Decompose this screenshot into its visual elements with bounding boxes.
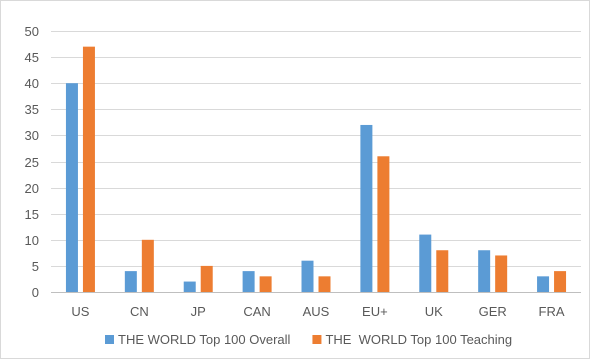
y-tick-label: 25 <box>25 155 39 170</box>
bar-ger-series-2 <box>495 255 508 292</box>
bar-eu-series-1 <box>360 124 373 293</box>
x-axis-ticks: US CN JP CAN AUS EU+ UK GER FRA <box>71 304 564 319</box>
bar-eu-series-2 <box>377 156 390 292</box>
x-tick-label: JP <box>191 304 206 319</box>
y-axis-ticks: 0 5 10 15 20 25 30 35 40 45 50 <box>25 24 39 300</box>
bar-us-series-1 <box>65 83 78 292</box>
bar-can-series-2 <box>259 276 272 292</box>
x-tick-label: UK <box>425 304 443 319</box>
y-tick-label: 35 <box>25 102 39 117</box>
x-tick-label: AUS <box>303 304 330 319</box>
bar-jp-series-1 <box>183 281 196 292</box>
bar-uk-series-1 <box>419 234 432 292</box>
bar-aus-series-1 <box>301 260 314 292</box>
legend-label: THE WORLD Top 100 Teaching <box>325 332 512 347</box>
y-tick-label: 10 <box>25 233 39 248</box>
x-tick-label: EU+ <box>362 304 388 319</box>
bar-fra-series-1 <box>537 276 550 292</box>
bars <box>65 46 567 293</box>
legend-label: THE WORLD Top 100 Overall <box>118 332 291 347</box>
bar-cn-series-2 <box>141 239 154 292</box>
y-tick-label: 5 <box>32 259 39 274</box>
legend-swatch <box>312 335 322 344</box>
x-tick-label: US <box>71 304 89 319</box>
bar-jp-series-2 <box>200 265 213 292</box>
legend-item-series-2: THE WORLD Top 100 Teaching <box>312 332 512 347</box>
y-tick-label: 50 <box>25 24 39 39</box>
x-tick-label: GER <box>479 304 507 319</box>
x-tick-label: FRA <box>539 304 565 319</box>
y-tick-label: 45 <box>25 50 39 65</box>
bar-cn-series-1 <box>124 271 137 292</box>
bar-aus-series-2 <box>318 276 331 292</box>
bar-fra-series-2 <box>554 271 567 292</box>
legend-swatch <box>105 335 114 344</box>
y-tick-label: 40 <box>25 76 39 91</box>
bar-us-series-2 <box>82 46 95 292</box>
x-tick-label: CAN <box>243 304 270 319</box>
y-tick-label: 20 <box>25 181 39 196</box>
legend-item-series-1: THE WORLD Top 100 Overall <box>105 332 291 347</box>
y-tick-label: 15 <box>25 207 39 222</box>
y-tick-label: 0 <box>32 285 39 300</box>
bar-can-series-1 <box>242 271 255 292</box>
y-tick-label: 30 <box>25 128 39 143</box>
gridlines <box>51 31 581 293</box>
legend: THE WORLD Top 100 Overall THE WORLD Top 1… <box>105 332 512 347</box>
bar-ger-series-1 <box>478 250 491 292</box>
x-tick-label: CN <box>130 304 149 319</box>
bar-uk-series-2 <box>436 250 449 292</box>
